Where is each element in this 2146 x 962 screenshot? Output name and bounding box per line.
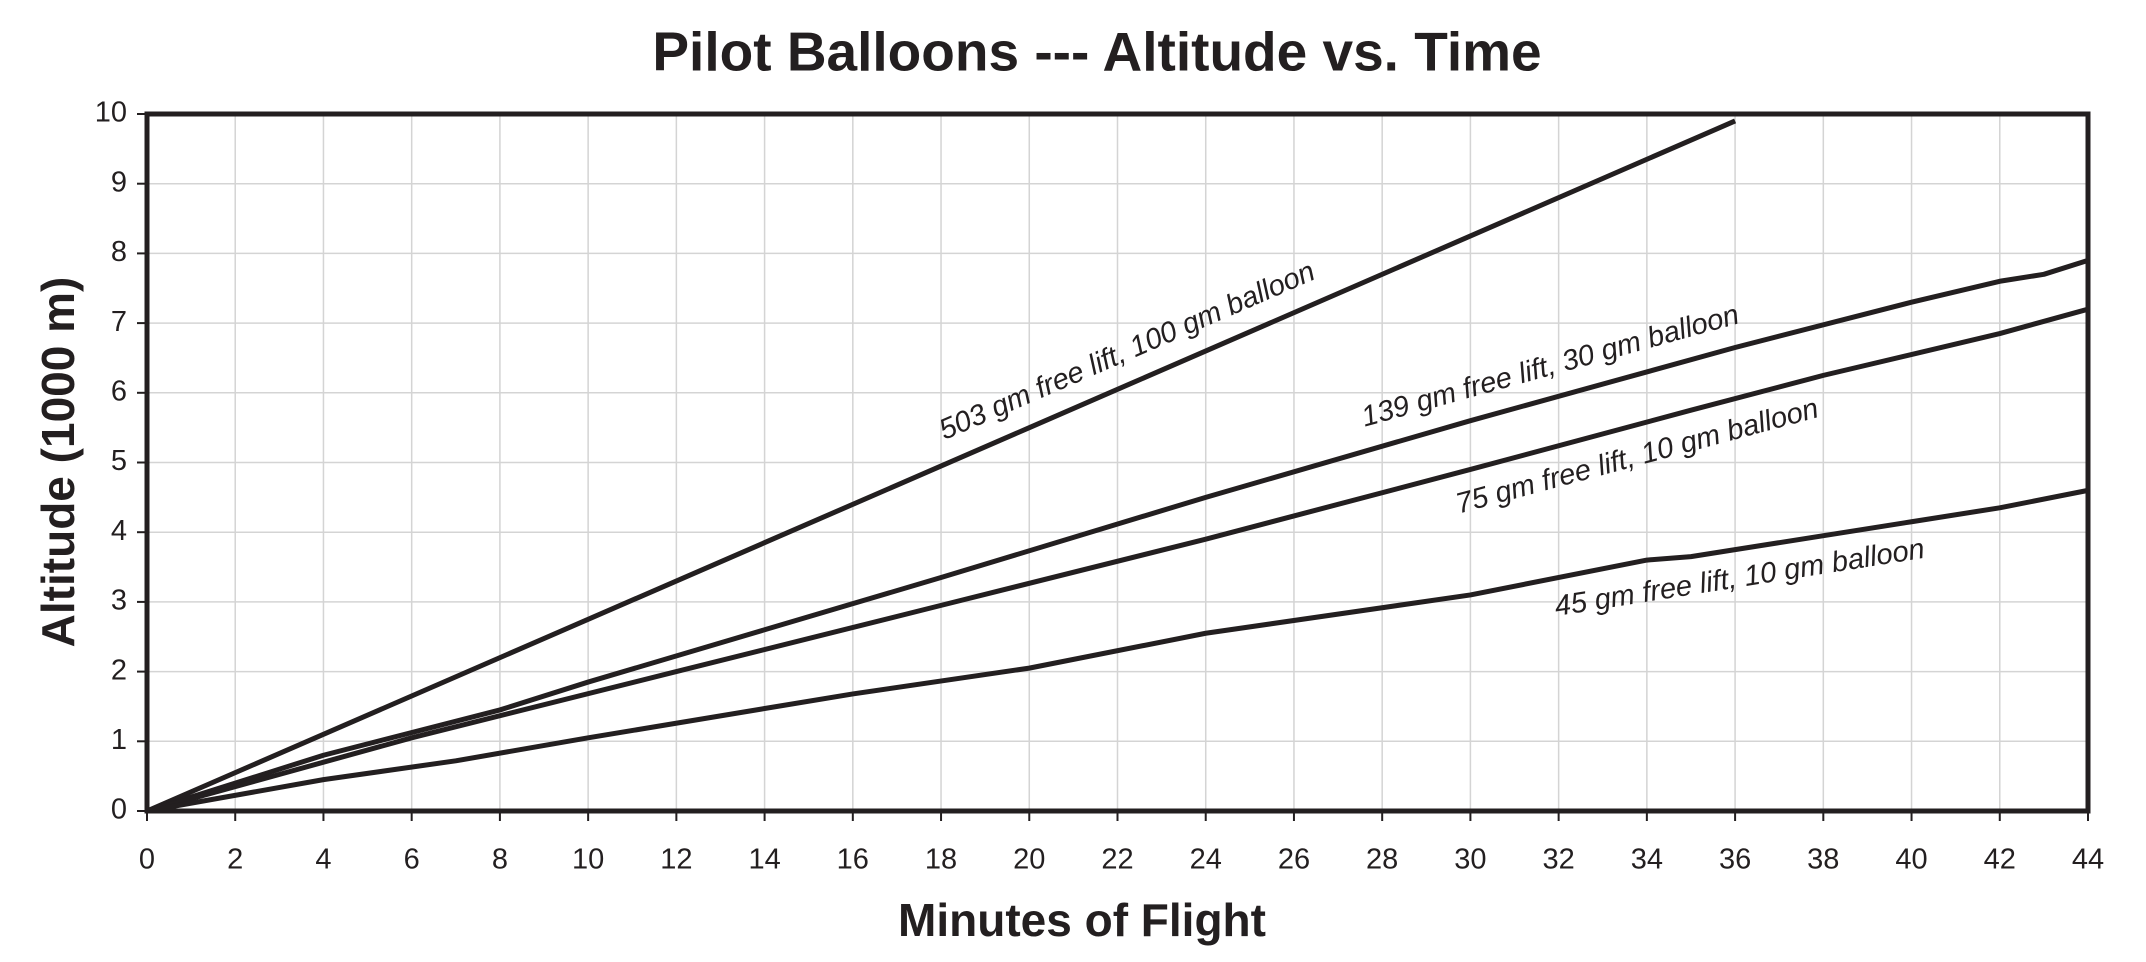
x-tick-label: 0 <box>139 844 155 876</box>
y-tick-label: 6 <box>111 375 127 407</box>
y-tick-label: 7 <box>111 306 127 338</box>
x-tick-label: 6 <box>404 844 420 876</box>
x-tick-label: 22 <box>1101 844 1133 876</box>
x-tick-label: 14 <box>748 844 780 876</box>
plot-frame <box>144 111 2091 814</box>
x-tick-label: 10 <box>572 844 604 876</box>
y-tick-label: 5 <box>111 445 127 477</box>
x-tick-label: 24 <box>1190 844 1222 876</box>
series-label: 503 gm free lift, 100 gm balloon <box>934 255 1319 446</box>
x-tick-label: 2 <box>227 844 243 876</box>
x-tick-label: 26 <box>1278 844 1310 876</box>
x-tick-label: 16 <box>837 844 869 876</box>
x-tick-label: 18 <box>925 844 957 876</box>
grid: 0 2 4 6 8 10 12 14 16 18 20 22 24 26 28 30 32 34 36 38 40 42 4… <box>95 97 2104 876</box>
x-tick-label: 42 <box>1984 844 2016 876</box>
x-axis-label: Minutes of Flight <box>898 894 1266 946</box>
series-line <box>146 306 2089 814</box>
y-tick-label: 2 <box>111 654 127 686</box>
x-tick-label: 12 <box>660 844 692 876</box>
x-tick-label: 8 <box>492 844 508 876</box>
series-line <box>146 257 2089 814</box>
series-line <box>146 487 2089 814</box>
x-tick-label: 28 <box>1366 844 1398 876</box>
y-axis-label: Altitude (1000 m) <box>32 277 84 648</box>
y-tick-label: 8 <box>111 236 127 268</box>
y-tick-label: 4 <box>111 515 127 547</box>
y-tick-label: 9 <box>111 166 127 198</box>
y-tick-label: 3 <box>111 585 127 617</box>
x-tick-label: 4 <box>315 844 331 876</box>
x-tick-label: 36 <box>1719 844 1751 876</box>
y-tick-label: 0 <box>111 794 127 826</box>
y-tick-label: 1 <box>111 724 127 756</box>
x-tick-label: 30 <box>1454 844 1486 876</box>
series-line <box>146 118 1737 814</box>
x-tick-label: 32 <box>1543 844 1575 876</box>
lines <box>146 118 2089 814</box>
x-tick-label: 44 <box>2072 844 2104 876</box>
x-tick-label: 40 <box>1895 844 1927 876</box>
x-tick-label: 20 <box>1013 844 1045 876</box>
y-tick-label: 10 <box>95 97 127 129</box>
x-tick-label: 38 <box>1807 844 1839 876</box>
x-tick-label: 34 <box>1631 844 1663 876</box>
chart-title: Pilot Balloons --- Altitude vs. Time <box>652 21 1541 83</box>
